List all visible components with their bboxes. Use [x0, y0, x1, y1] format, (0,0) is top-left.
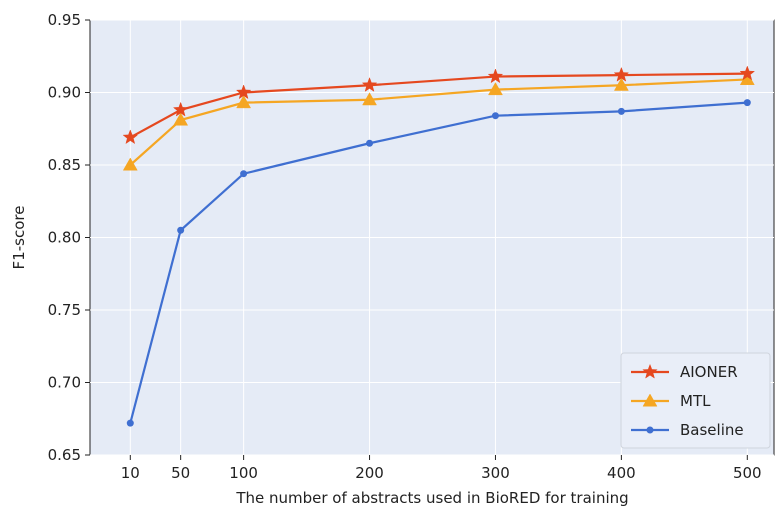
series-mtl [122, 71, 755, 171]
series-layer [122, 65, 756, 427]
legend-marker [642, 363, 658, 379]
legend-label: Baseline [680, 421, 744, 439]
mtl-point [362, 92, 377, 106]
axes: 0.65 0.70 0.75 0.80 0.85 0.90 0.95 10 50 100 200 30… [48, 11, 762, 482]
x-axis-label: The number of abstracts used in BioRED f… [235, 489, 628, 507]
baseline-point [491, 112, 499, 120]
x-tick-label: 300 [481, 464, 510, 482]
aioner-point [235, 84, 252, 100]
legend-box [620, 352, 771, 449]
legend-item-mtl: MTL [631, 392, 711, 410]
legend-marker [642, 393, 658, 407]
x-tick-label: 200 [355, 464, 384, 482]
legend-label: AIONER [680, 363, 738, 381]
aioner-point [172, 101, 189, 117]
series-aioner [122, 65, 756, 145]
baseline-point [617, 107, 625, 115]
aioner-point [361, 77, 378, 92]
legend-marker [646, 426, 654, 434]
x-tick-label: 50 [171, 464, 190, 482]
aioner-point [739, 65, 756, 81]
mtl-point [488, 82, 503, 96]
legend-item-aioner: AIONER [631, 363, 738, 381]
aioner-point [487, 68, 504, 84]
aioner-point [613, 66, 630, 82]
mtl-point [173, 112, 189, 126]
baseline-point [126, 419, 134, 427]
y-tick-label: 0.70 [48, 374, 81, 392]
mtl-point [236, 95, 252, 109]
legend-label: MTL [680, 392, 711, 410]
y-tick-label: 0.75 [48, 301, 81, 319]
series-baseline [126, 99, 751, 427]
baseline-point [366, 139, 374, 147]
x-tick-label: 400 [607, 464, 636, 482]
mtl-point [122, 157, 138, 171]
y-tick-label: 0.90 [48, 84, 81, 102]
legend: AIONER MTL Baseline [620, 352, 771, 449]
y-tick-label: 0.95 [48, 11, 81, 29]
y-tick-label: 0.80 [48, 229, 81, 247]
x-tick-label: 10 [121, 464, 140, 482]
y-tick-label: 0.65 [48, 446, 81, 464]
y-axis-label: F1-score [10, 206, 28, 270]
x-tick-label: 100 [229, 464, 258, 482]
baseline-point [743, 99, 751, 107]
baseline-point [240, 170, 248, 178]
x-tick-label: 500 [733, 464, 762, 482]
mtl-point [613, 77, 629, 91]
y-tick-label: 0.85 [48, 156, 81, 174]
legend-item-baseline: Baseline [631, 421, 744, 439]
baseline-point [177, 226, 185, 234]
aioner-point [122, 129, 139, 145]
